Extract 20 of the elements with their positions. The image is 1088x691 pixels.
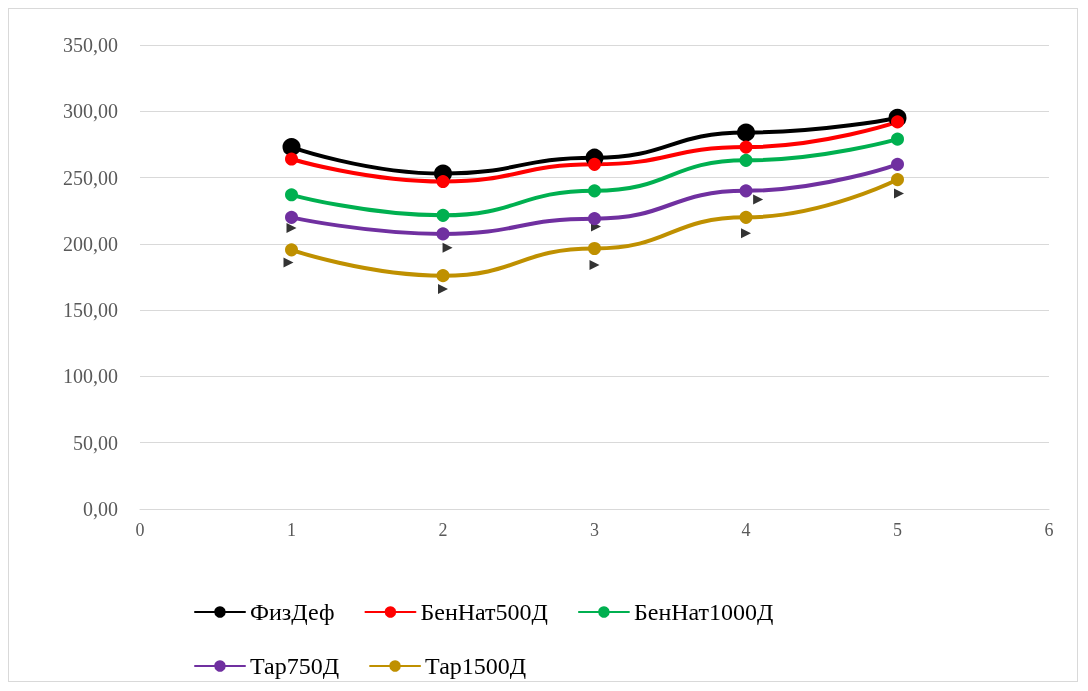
x-tick-label: 0 [135, 520, 145, 540]
y-tick-label: 250,00 [63, 166, 118, 189]
x-tick-label: 4 [741, 520, 751, 540]
legend-label: ФизДеф [250, 599, 335, 625]
y-tick-label: 0,00 [83, 498, 118, 520]
legend-label: БенНат1000Д [633, 599, 774, 625]
legend-label: Тар750Д [250, 653, 340, 679]
x-tick-label: 1 [287, 520, 296, 540]
x-tick-label: 3 [590, 520, 599, 540]
y-tick-label: 300,00 [63, 100, 118, 123]
legend-label: БенНат500Д [420, 599, 548, 625]
x-tick-label: 5 [893, 520, 902, 540]
y-tick-label: 200,00 [63, 232, 118, 255]
x-tick-label: 2 [438, 520, 448, 540]
legend-label: Тар1500Д [425, 653, 527, 679]
y-tick-label: 350,00 [63, 34, 118, 56]
x-tick-label: 6 [1044, 520, 1054, 540]
y-tick-label: 150,00 [63, 299, 118, 322]
y-tick-label: 50,00 [73, 431, 118, 454]
y-tick-label: 100,00 [63, 365, 118, 388]
